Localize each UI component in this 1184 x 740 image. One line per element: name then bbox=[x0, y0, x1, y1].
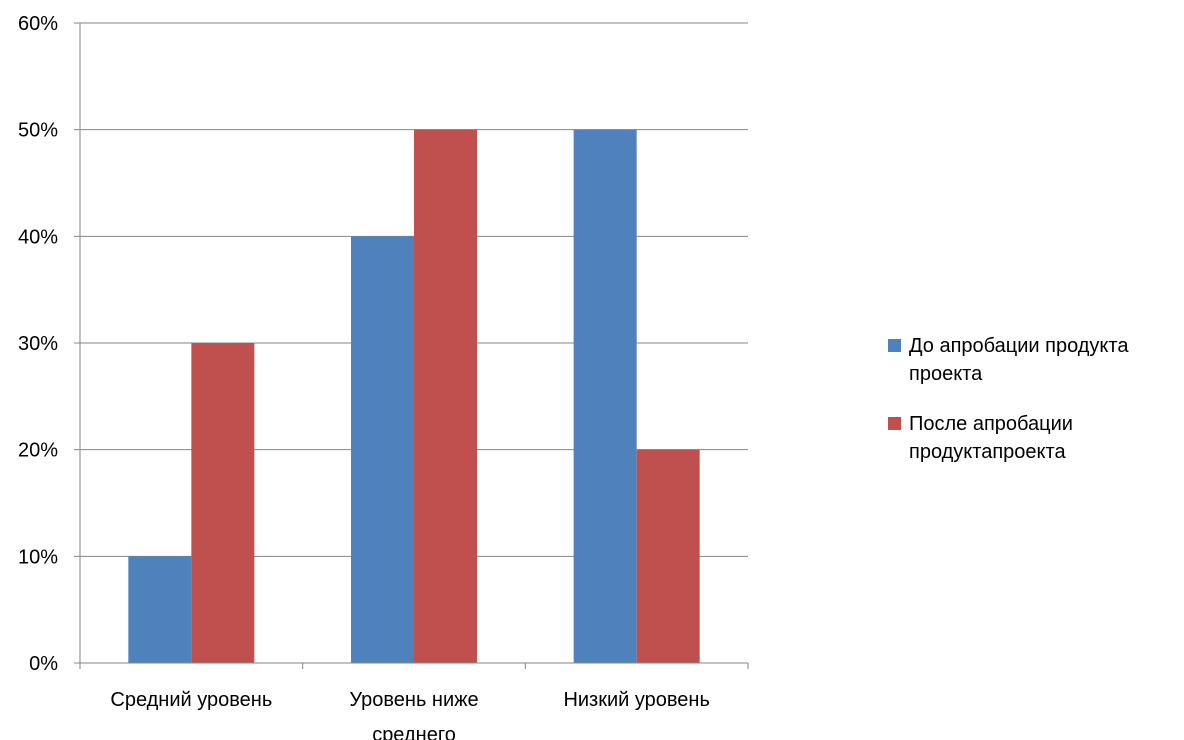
bar-before bbox=[573, 129, 637, 663]
x-tick-label: среднего bbox=[372, 724, 456, 740]
legend-item-before: До апробации продукта проекта bbox=[888, 332, 1184, 388]
x-tick-label: Средний уровень bbox=[110, 689, 272, 711]
legend-label-before: До апробации продукта проекта bbox=[909, 335, 1129, 385]
bars bbox=[128, 129, 700, 664]
axes bbox=[74, 22, 749, 669]
y-tick-label: 60% bbox=[18, 13, 58, 35]
y-tick-label: 40% bbox=[18, 226, 58, 248]
x-tick-label: Уровень ниже bbox=[349, 689, 478, 711]
bar-before bbox=[351, 236, 414, 664]
bar-before bbox=[128, 556, 192, 663]
legend: До апробации продукта проекта После апро… bbox=[888, 332, 1184, 488]
legend-swatch-after bbox=[888, 417, 901, 430]
y-tick-label: 0% bbox=[29, 653, 58, 675]
y-axis-ticks: 0% 10% 20% 30% 40% 50% 60% bbox=[18, 13, 58, 675]
bar-after bbox=[191, 343, 255, 663]
legend-item-after: После апробации продуктапроекта bbox=[888, 410, 1184, 466]
x-tick-label: Низкий уровень bbox=[563, 689, 709, 711]
y-tick-label: 30% bbox=[18, 333, 58, 355]
x-axis-ticks: Средний уровень Уровень ниже среднего Низки… bbox=[110, 689, 709, 740]
y-tick-label: 10% bbox=[18, 546, 58, 568]
legend-label-after: После апробации продуктапроекта bbox=[909, 413, 1073, 463]
y-tick-label: 20% bbox=[18, 440, 58, 462]
y-tick-label: 50% bbox=[18, 120, 58, 142]
bar-after bbox=[636, 449, 700, 663]
legend-swatch-before bbox=[888, 339, 901, 352]
bar-after bbox=[414, 129, 477, 663]
